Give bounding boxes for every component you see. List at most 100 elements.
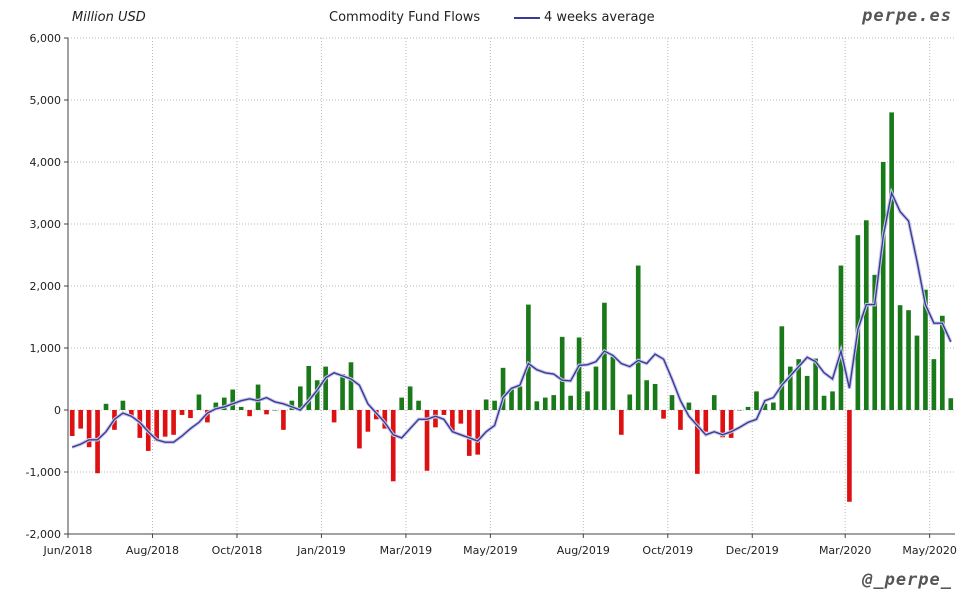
flow-bar: [365, 410, 371, 432]
x-tick-label: Oct/2018: [212, 544, 263, 557]
flow-bar: [855, 235, 861, 410]
flow-bar: [847, 410, 852, 502]
flow-bar: [593, 366, 599, 410]
flow-bar: [475, 410, 481, 455]
chart-title: Commodity Fund Flows: [329, 10, 481, 25]
flow-bar: [340, 374, 345, 410]
legend-label: 4 weeks average: [544, 10, 655, 25]
flow-bar: [889, 112, 894, 411]
flow-bar: [771, 402, 776, 410]
flow-bar: [737, 410, 742, 411]
y-tick-label: 1,000: [30, 342, 62, 355]
flow-bar: [382, 410, 388, 429]
flow-bar: [559, 336, 565, 410]
flow-bar: [247, 410, 252, 417]
flow-bar: [568, 395, 573, 410]
flow-bar: [441, 410, 447, 415]
flow-bar: [450, 410, 455, 432]
flow-bar: [129, 410, 134, 417]
flow-bar: [635, 265, 641, 410]
flow-bar: [103, 403, 109, 410]
flow-bar: [466, 410, 472, 456]
flow-bar: [931, 359, 937, 410]
flow-bar: [500, 367, 506, 410]
flow-bar: [492, 400, 497, 410]
flow-bar: [95, 410, 100, 474]
average-line: [71, 190, 952, 448]
y-tick-label: 6,000: [30, 32, 62, 45]
author-handle: @_perpe_: [862, 570, 952, 590]
flow-bar: [906, 310, 911, 410]
flow-bar: [509, 389, 514, 410]
flow-bar: [661, 410, 666, 419]
flow-bar: [610, 356, 616, 410]
flow-bar: [238, 406, 244, 410]
flow-bar: [230, 389, 236, 410]
y-tick-labels: -2,000 -1,000 0 1,000 2,000 3,000 4,000 5,000 6,…: [26, 32, 61, 541]
flow-bar: [602, 302, 607, 410]
average-line-layer: [71, 187, 953, 449]
flow-bar: [863, 220, 869, 410]
flow-bar: [357, 410, 362, 449]
flow-bar: [407, 386, 413, 410]
flow-bar: [323, 366, 328, 410]
y-tick-label: 4,000: [30, 156, 62, 169]
flow-bar: [821, 395, 827, 410]
flow-bar: [154, 410, 160, 441]
flow-bar: [120, 400, 126, 410]
flow-bar: [517, 386, 523, 410]
flow-bar: [830, 391, 835, 410]
x-tick-label: Aug/2018: [126, 544, 179, 557]
flow-bar: [399, 397, 405, 410]
x-tick-label: Oct/2019: [642, 544, 693, 557]
flow-bar: [171, 410, 176, 435]
flow-bar: [678, 410, 683, 430]
flow-bar: [754, 391, 759, 410]
y-tick-label: 3,000: [30, 218, 62, 231]
flow-bar: [804, 375, 810, 410]
x-tick-label: Mar/2019: [380, 544, 432, 557]
flow-bar: [86, 410, 92, 448]
flow-bar: [188, 410, 193, 419]
flow-bar: [787, 366, 793, 410]
flow-bar: [424, 410, 430, 471]
flow-bar: [162, 410, 168, 437]
y-tick-label: 2,000: [30, 280, 62, 293]
flow-bar: [796, 359, 802, 410]
flow-bar: [526, 304, 531, 410]
flow-bar: [78, 410, 83, 429]
flow-bar: [880, 162, 886, 410]
flow-bar: [390, 410, 396, 482]
flow-bar: [872, 274, 878, 410]
flow-bar: [897, 305, 903, 410]
flow-bar: [720, 410, 726, 438]
flow-bar: [627, 394, 633, 410]
flow-bar: [69, 410, 75, 437]
flow-bar: [576, 337, 582, 410]
grid-lines: [67, 37, 955, 535]
flow-bar: [669, 395, 675, 410]
flow-bar: [306, 365, 312, 410]
flow-bar: [813, 358, 818, 410]
x-tick-label: Jan/2019: [296, 544, 346, 557]
flow-bar: [585, 391, 590, 410]
flow-bar: [711, 395, 717, 410]
brand-watermark: perpe.es: [862, 6, 952, 26]
x-tick-label: Dec/2019: [726, 544, 779, 557]
flow-bar: [331, 410, 337, 423]
y-tick-label: 0: [54, 404, 61, 417]
flow-bar: [779, 326, 785, 410]
flow-bar: [458, 410, 464, 424]
flow-bar: [762, 403, 768, 410]
unit-label: Million USD: [72, 10, 146, 25]
flow-bar: [483, 399, 489, 410]
flow-bar: [703, 410, 709, 432]
x-tick-label: May/2020: [902, 544, 956, 557]
flow-bar: [948, 398, 954, 410]
flow-bar: [205, 410, 210, 423]
flow-bar: [652, 383, 658, 410]
flow-bar: [644, 380, 649, 410]
x-tick-labels: Jun/2018 Aug/2018 Oct/2018 Jan/2019 Mar/2019…: [43, 544, 957, 557]
x-tick-label: Mar/2020: [819, 544, 871, 557]
